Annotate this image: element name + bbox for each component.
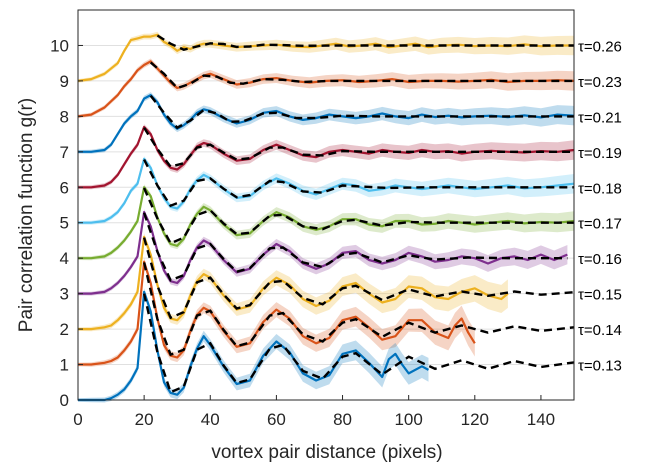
x-tick-label-140: 140 xyxy=(527,410,555,429)
series-fit-4 xyxy=(143,159,574,208)
y-tick-label-9: 9 xyxy=(60,72,69,91)
y-axis-label: Pair correlation function g(r) xyxy=(16,98,37,332)
series-line-3 xyxy=(78,125,575,189)
y-tick-label-7: 7 xyxy=(60,143,69,162)
series-label-7: τ=0.15 xyxy=(578,287,622,304)
x-tick-label-20: 20 xyxy=(135,410,154,429)
y-tick-label-1: 1 xyxy=(60,356,69,375)
y-tick-label-6: 6 xyxy=(60,178,69,197)
series-fit-1 xyxy=(149,61,574,90)
series-labels: τ=0.26 τ=0.23 τ=0.21 τ=0.19 τ=0.18 τ=0.17 τ=0.… xyxy=(578,38,622,374)
y-tick-label-10: 10 xyxy=(50,36,69,55)
series-fit-9 xyxy=(142,293,575,394)
y-tick-label-2: 2 xyxy=(60,320,69,339)
series-label-8: τ=0.14 xyxy=(578,322,622,339)
series-label-0: τ=0.26 xyxy=(578,38,622,55)
series-band-9 xyxy=(78,288,429,403)
series-fit-8 xyxy=(142,262,575,357)
series-band-1 xyxy=(78,58,574,119)
x-axis-label: vortex pair distance (pixels) xyxy=(211,442,442,463)
series-fit-2 xyxy=(149,95,574,130)
series-line-8 xyxy=(78,260,476,366)
x-tick-label-60: 60 xyxy=(267,410,286,429)
series-fit-3 xyxy=(143,127,574,169)
series-label-5: τ=0.17 xyxy=(578,216,622,233)
series-line-7 xyxy=(78,235,509,331)
series-label-2: τ=0.21 xyxy=(578,109,622,126)
series-band-8 xyxy=(78,258,475,367)
series-label-3: τ=0.19 xyxy=(578,145,622,162)
y-tick-label-0: 0 xyxy=(60,391,69,410)
series-label-6: τ=0.16 xyxy=(578,251,622,268)
series-label-1: τ=0.23 xyxy=(578,74,622,91)
series-band-5 xyxy=(78,184,574,261)
y-tick-label-4: 4 xyxy=(60,249,69,268)
series-fit-0 xyxy=(156,34,574,51)
series-label-4: τ=0.18 xyxy=(578,180,622,197)
x-tick-label-120: 120 xyxy=(461,410,489,429)
plot-frame xyxy=(77,9,575,401)
series-band-6 xyxy=(78,209,568,296)
series-band-3 xyxy=(78,124,574,190)
y-tick-label-3: 3 xyxy=(60,285,69,304)
x-tick-label-100: 100 xyxy=(394,410,422,429)
x-tick-label-80: 80 xyxy=(333,410,352,429)
y-tick-label-5: 5 xyxy=(60,214,69,233)
y-tick-label-8: 8 xyxy=(60,107,69,126)
x-tick-label-40: 40 xyxy=(201,410,220,429)
x-tick-label-0: 0 xyxy=(73,410,82,429)
confidence-bands xyxy=(78,31,574,403)
fit-lines xyxy=(142,34,575,394)
series-band-2 xyxy=(78,92,574,154)
series-fit-6 xyxy=(142,212,568,282)
series-label-9: τ=0.13 xyxy=(578,358,622,375)
series-fit-7 xyxy=(142,237,575,320)
